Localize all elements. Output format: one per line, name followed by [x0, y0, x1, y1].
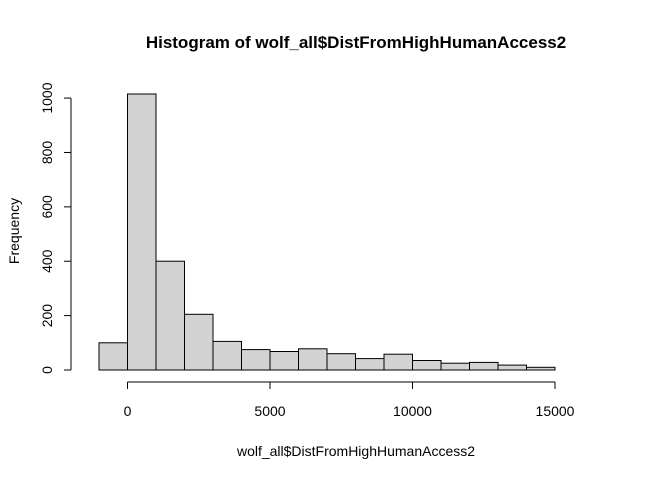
- histogram-bar: [326, 353, 356, 371]
- histogram-bar: [497, 364, 527, 371]
- x-tick-label: 0: [124, 403, 132, 419]
- histogram-bar: [526, 366, 556, 371]
- histogram-bar: [383, 353, 413, 371]
- histogram-bars: [98, 93, 556, 371]
- histogram-bar: [98, 342, 128, 371]
- histogram-bar: [184, 313, 214, 371]
- x-tick-label: 10000: [393, 403, 432, 419]
- histogram-bar: [241, 349, 271, 371]
- y-tick-label: 800: [39, 141, 55, 165]
- y-tick-label: 400: [39, 249, 55, 273]
- y-axis: 0 200 400 600 800 1000: [39, 82, 72, 374]
- histogram-bar: [127, 93, 157, 371]
- histogram-bar: [298, 348, 328, 371]
- histogram-bar: [269, 351, 299, 371]
- histogram-bar: [355, 358, 385, 371]
- y-tick-label: 600: [39, 195, 55, 219]
- x-axis: 0 5000 10000 15000: [124, 381, 575, 419]
- x-axis-label: wolf_all$DistFromHighHumanAccess2: [236, 443, 475, 459]
- histogram-bar: [155, 260, 185, 371]
- histogram-bar: [412, 360, 442, 371]
- histogram-bar: [212, 340, 242, 371]
- x-tick-label: 15000: [536, 403, 575, 419]
- chart-title: Histogram of wolf_all$DistFromHighHumanA…: [146, 33, 566, 52]
- y-tick-label: 200: [39, 304, 55, 328]
- histogram-bar: [469, 361, 499, 371]
- y-tick-label: 0: [39, 366, 55, 374]
- histogram-bar: [440, 362, 470, 371]
- x-tick-label: 5000: [254, 403, 285, 419]
- y-tick-label: 1000: [39, 82, 55, 113]
- y-axis-label: Frequency: [6, 198, 22, 264]
